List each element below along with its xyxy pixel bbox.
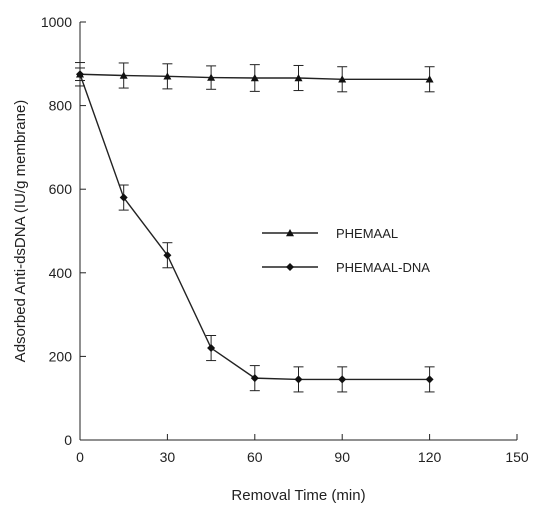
y-tick-label-5: 1000 (41, 14, 72, 30)
x-axis-label: Removal Time (min) (231, 487, 365, 504)
data-point-0-4 (250, 74, 259, 82)
data-point-0-6 (338, 75, 347, 83)
data-point-0-7 (425, 75, 434, 83)
legend-marker-phemaal-dna (286, 263, 294, 271)
data-point-1-6 (338, 375, 347, 384)
data-point-1-2 (163, 251, 172, 260)
y-tick-label-2: 400 (49, 265, 73, 281)
data-point-1-4 (250, 374, 259, 383)
y-tick-label-0: 0 (64, 432, 72, 448)
plot-area (75, 62, 435, 393)
x-tick-label-4: 120 (418, 449, 442, 465)
legend-label-phemaal: PHEMAAL (336, 226, 398, 241)
series-0 (75, 62, 435, 93)
x-ticks: 0 30 60 90 120 150 (76, 434, 529, 465)
x-tick-label-2: 60 (247, 449, 263, 465)
y-tick-label-1: 200 (49, 348, 73, 364)
legend-marker-phemaal (286, 229, 294, 237)
x-tick-label-3: 90 (334, 449, 350, 465)
data-point-1-1 (119, 193, 128, 202)
data-point-0-2 (163, 72, 172, 80)
data-point-0-5 (294, 74, 303, 82)
x-tick-label-5: 150 (505, 449, 529, 465)
y-tick-label-3: 600 (49, 181, 73, 197)
data-point-1-5 (294, 375, 303, 384)
data-point-0-3 (207, 73, 216, 81)
y-tick-label-4: 800 (49, 98, 73, 114)
data-point-1-3 (207, 344, 216, 353)
y-ticks: 0 200 400 600 800 1000 (41, 14, 86, 448)
y-axis-label: Adsorbed Anti-dsDNA (IU/g membrane) (12, 100, 29, 363)
x-tick-label-1: 30 (160, 449, 176, 465)
data-point-1-0 (76, 70, 84, 79)
series-line-1 (79, 74, 430, 381)
x-tick-label-0: 0 (76, 449, 84, 465)
legend-label-phemaal-dna: PHEMAAL-DNA (336, 260, 430, 275)
series-line-0 (79, 73, 430, 80)
legend: PHEMAAL PHEMAAL-DNA (262, 226, 430, 275)
data-point-1-7 (425, 375, 434, 384)
axes (79, 22, 517, 441)
data-point-0-1 (119, 71, 128, 79)
series-1 (75, 67, 435, 393)
